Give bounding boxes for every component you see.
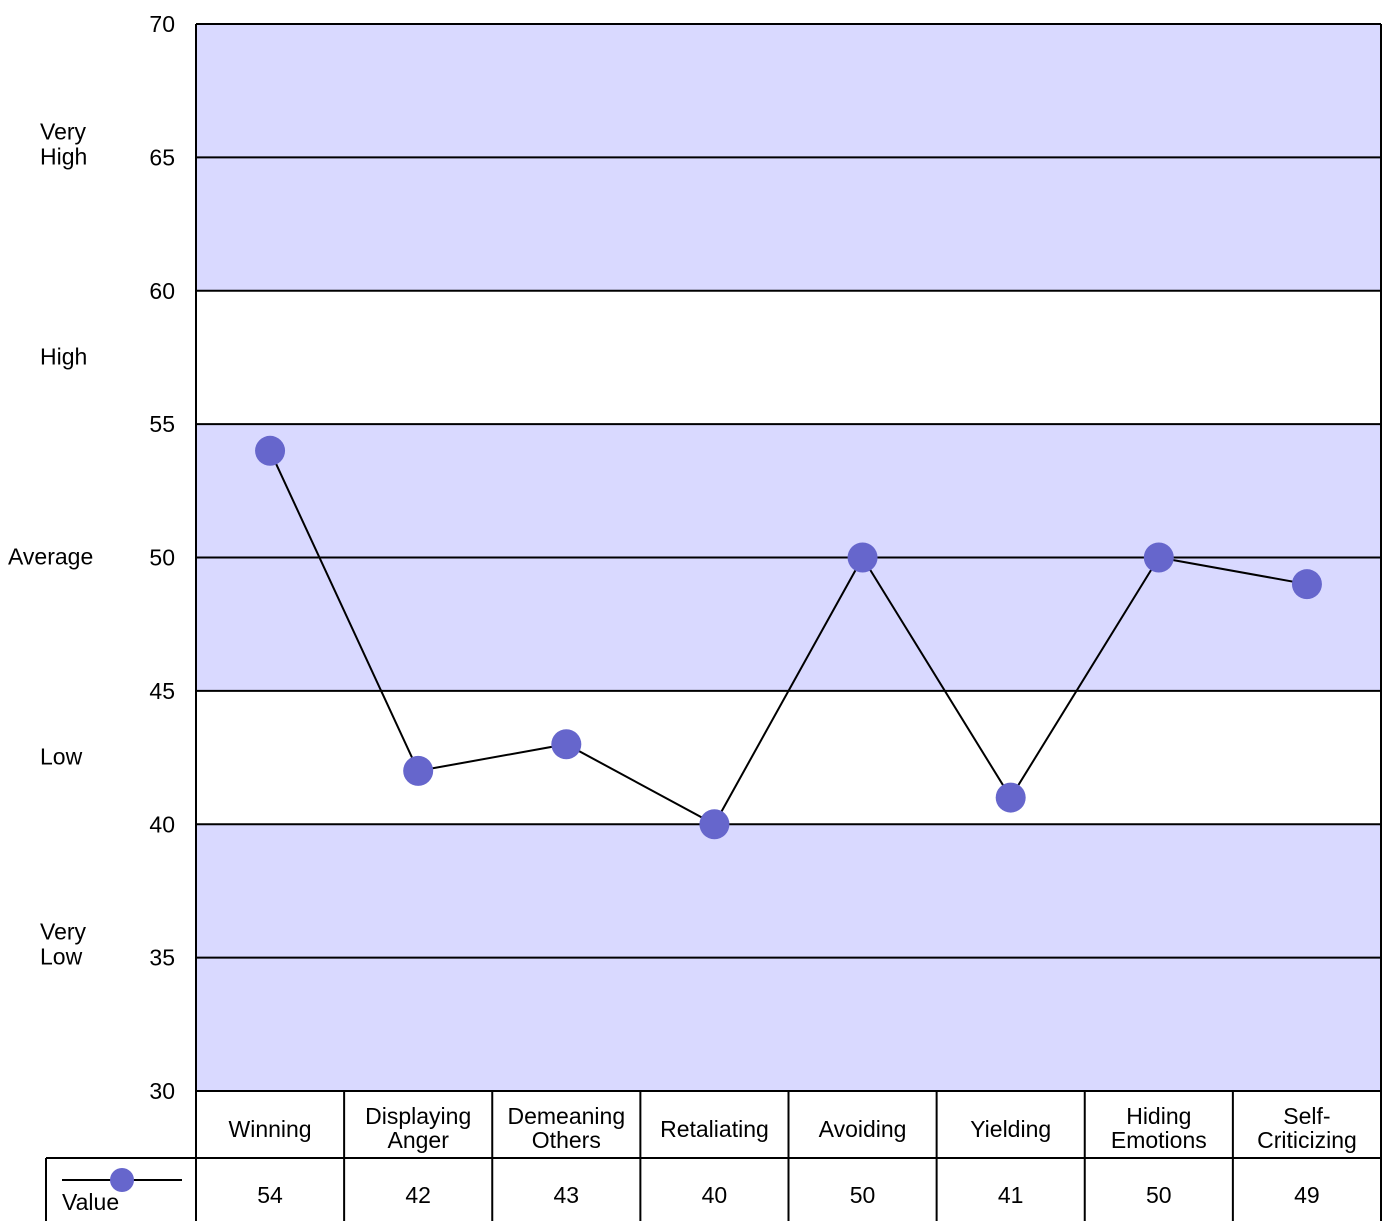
y-tick-label: 30 [149,1078,175,1104]
band-label: High [40,143,87,169]
category-label: Demeaning [507,1103,625,1129]
legend-marker [110,1168,134,1192]
data-label: 43 [554,1182,580,1208]
category-label: Yielding [970,1116,1051,1142]
data-label: 50 [850,1182,876,1208]
data-point [995,782,1026,813]
band-label: Low [40,944,83,970]
category-label: Criticizing [1257,1127,1357,1153]
series-line [269,450,1308,826]
y-tick-label: 50 [149,545,175,571]
y-tick-label: 35 [149,945,175,971]
data-point [551,729,582,760]
category-label: Self- [1283,1103,1330,1129]
band-3 [196,690,1381,825]
data-point [699,809,730,840]
band-label: Low [40,744,83,770]
data-label: 40 [702,1182,728,1208]
data-label: 49 [1294,1182,1320,1208]
band-label: High [40,343,87,369]
gridline-layer [195,23,1382,1221]
category-label: Anger [388,1127,450,1153]
data-label: 42 [405,1182,431,1208]
data-label: 54 [257,1182,283,1208]
band-1 [196,290,1381,425]
category-label: Emotions [1111,1127,1207,1153]
data-point [1143,542,1174,573]
data-point [1291,569,1322,600]
data-point [847,542,878,573]
band-label: Very [40,919,87,945]
y-tick-label: 65 [149,144,175,170]
category-label: Others [532,1127,601,1153]
category-label: Avoiding [819,1116,907,1142]
category-label: Displaying [365,1103,471,1129]
y-tick-label: 60 [149,278,175,304]
band-label: Average [8,544,93,570]
data-label: 41 [998,1182,1024,1208]
y-tick-label: 70 [149,11,175,37]
y-tick-label: 55 [149,411,175,437]
legend-label: Value [62,1189,119,1215]
data-point [255,435,286,466]
series-layer [255,435,1322,840]
category-label: Hiding [1126,1103,1191,1129]
y-tick-labels: 30 35 40 45 50 55 60 65 70 [149,11,175,1104]
category-label: Winning [229,1116,312,1142]
category-label: Retaliating [660,1116,769,1142]
data-label: 50 [1146,1182,1172,1208]
y-tick-label: 40 [149,811,175,837]
band-label: Very [40,118,87,144]
y-tick-label: 45 [149,678,175,704]
data-point [403,755,434,786]
